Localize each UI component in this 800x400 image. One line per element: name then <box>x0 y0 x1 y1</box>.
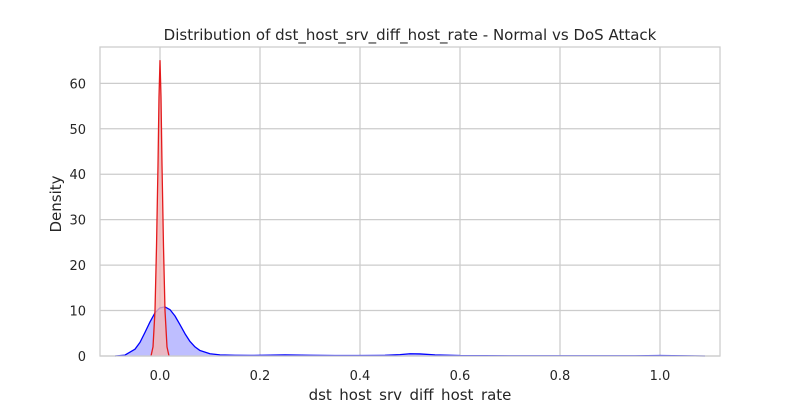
density-area-2 <box>151 60 169 356</box>
x-tick-label: 0.4 <box>350 369 371 384</box>
series-layer <box>114 59 706 357</box>
x-tick-label: 0.2 <box>250 369 271 384</box>
density-area-1 <box>115 306 705 356</box>
y-tick-label: 50 <box>69 123 86 138</box>
x-tick-label: 0.8 <box>550 369 571 384</box>
y-tick-label: 20 <box>69 259 86 274</box>
y-axis-label: Density <box>47 175 65 232</box>
grid-layer <box>100 47 720 357</box>
y-tick-label: 40 <box>69 168 86 183</box>
x-tick-label: 0.0 <box>150 369 171 384</box>
chart-title: Distribution of dst_host_srv_diff_host_r… <box>164 26 657 45</box>
y-tick-label: 30 <box>69 214 86 229</box>
x-tick-label: 1.0 <box>650 369 671 384</box>
plot-frame <box>99 46 721 357</box>
x-axis-label: dst_host_srv_diff_host_rate <box>309 386 512 400</box>
tick-layer: 0.0 0.2 0.4 0.6 0.8 1.0 0 10 20 30 40 50 60 <box>69 77 670 384</box>
x-tick-label: 0.6 <box>450 369 471 384</box>
y-tick-label: 0 <box>78 350 86 365</box>
y-tick-label: 60 <box>69 77 86 92</box>
density-line-1 <box>114 306 706 357</box>
density-line-2 <box>150 59 170 357</box>
y-tick-label: 10 <box>69 305 86 320</box>
